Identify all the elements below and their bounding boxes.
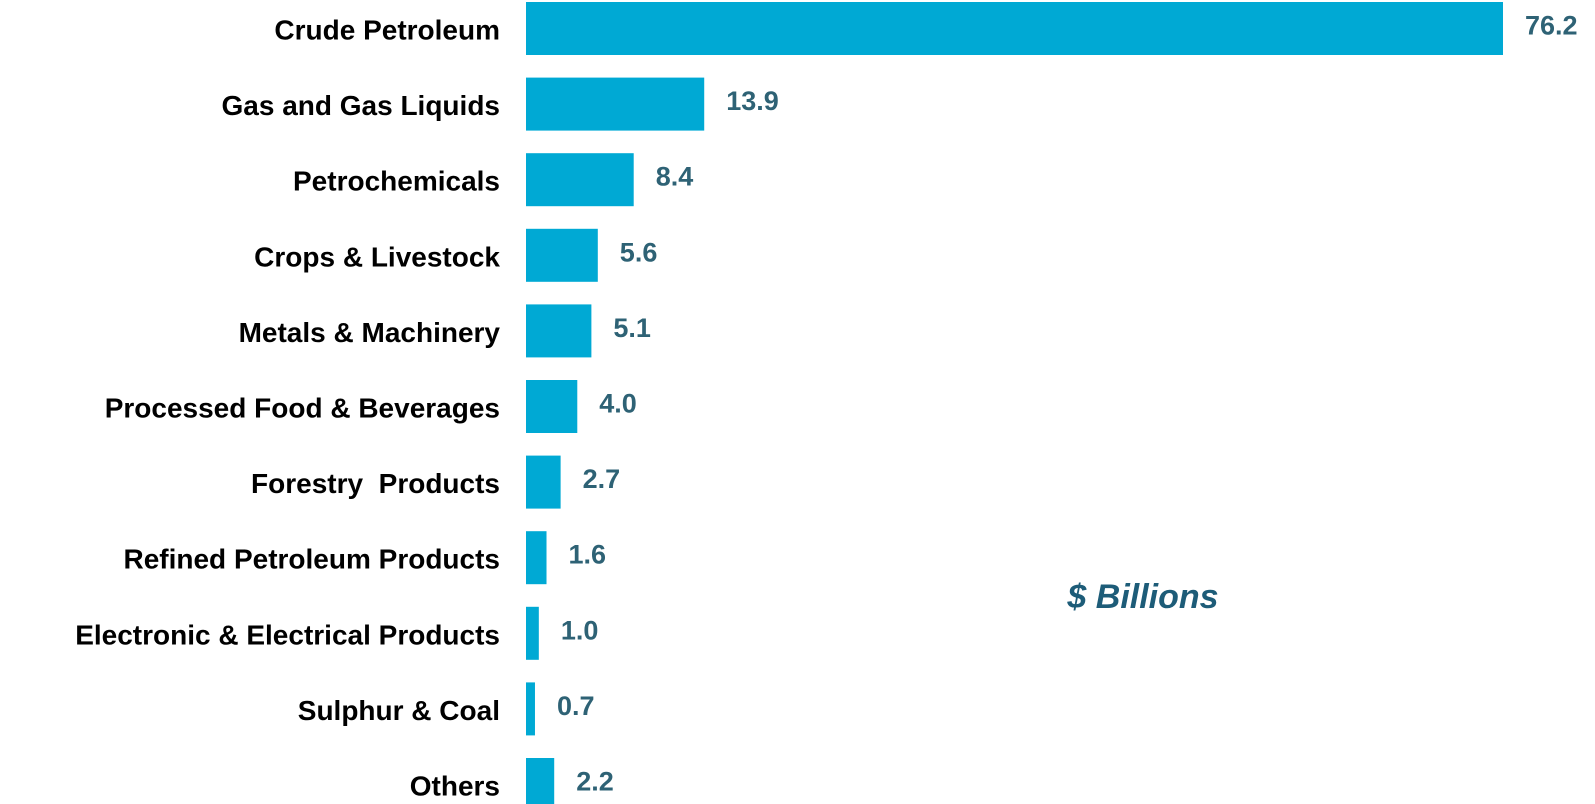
bar bbox=[526, 153, 634, 207]
bar bbox=[526, 606, 539, 660]
category-label: Gas and Gas Liquids bbox=[221, 90, 500, 121]
value-label: 1.0 bbox=[561, 615, 599, 645]
value-label: 4.0 bbox=[599, 389, 637, 419]
category-labels: Crude Petroleum Gas and Gas Liquids Petroc… bbox=[75, 15, 500, 802]
bar bbox=[526, 455, 561, 509]
value-label: 13.9 bbox=[726, 86, 779, 116]
value-label: 2.7 bbox=[583, 464, 621, 494]
value-label: 1.6 bbox=[569, 540, 607, 570]
category-label: Electronic & Electrical Products bbox=[75, 619, 500, 650]
bar bbox=[526, 531, 547, 585]
bar bbox=[526, 682, 535, 736]
value-label: 0.7 bbox=[557, 691, 595, 721]
category-label: Crops & Livestock bbox=[254, 241, 500, 272]
bar bbox=[526, 77, 705, 131]
category-label: Others bbox=[410, 771, 500, 802]
category-label: Petrochemicals bbox=[293, 166, 500, 197]
bar bbox=[526, 380, 578, 433]
category-label: Crude Petroleum bbox=[274, 15, 500, 46]
value-label: 76.2 bbox=[1525, 11, 1578, 41]
bars-layer bbox=[526, 2, 1503, 804]
bar bbox=[526, 304, 592, 358]
bar bbox=[526, 2, 1503, 55]
value-label: 8.4 bbox=[656, 162, 694, 192]
category-label: Processed Food & Beverages bbox=[105, 393, 500, 424]
category-label: Sulphur & Coal bbox=[298, 695, 500, 726]
value-labels: 76.2 13.9 8.4 5.6 5.1 4.0 2.7 1.6 1.0 0.7 2.2 bbox=[557, 11, 1578, 797]
category-label: Refined Petroleum Products bbox=[123, 544, 500, 575]
category-label: Forestry Products bbox=[251, 468, 500, 499]
unit-label: $ Billions bbox=[1066, 578, 1218, 616]
category-label: Metals & Machinery bbox=[239, 317, 501, 348]
value-label: 5.1 bbox=[613, 313, 651, 343]
value-label: 5.6 bbox=[620, 237, 658, 267]
value-label: 2.2 bbox=[576, 767, 614, 797]
bar bbox=[526, 228, 598, 282]
bar bbox=[526, 758, 555, 804]
